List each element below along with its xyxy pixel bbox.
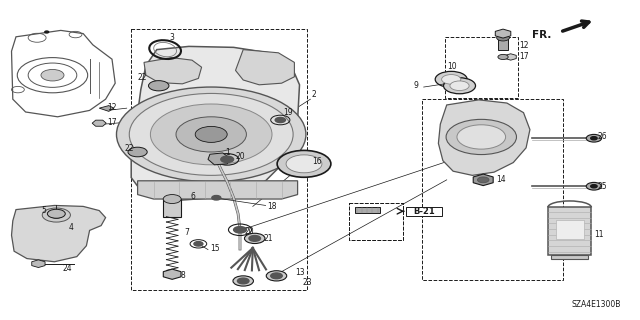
Circle shape — [221, 156, 234, 163]
Circle shape — [195, 126, 227, 142]
Circle shape — [150, 104, 272, 165]
Text: 16: 16 — [312, 157, 322, 166]
Circle shape — [442, 75, 461, 84]
Bar — [131, 29, 307, 290]
Text: 15: 15 — [210, 244, 220, 253]
Text: 24: 24 — [63, 264, 72, 273]
Text: 3: 3 — [170, 33, 175, 42]
Text: 19: 19 — [283, 108, 292, 117]
Circle shape — [116, 87, 306, 182]
Circle shape — [450, 81, 469, 91]
Bar — [355, 207, 380, 213]
Circle shape — [233, 276, 253, 286]
Text: 23: 23 — [302, 278, 312, 287]
Circle shape — [586, 182, 602, 190]
Polygon shape — [99, 106, 114, 111]
Text: 26: 26 — [598, 132, 607, 141]
Text: 5: 5 — [42, 206, 47, 215]
Bar — [422, 99, 563, 280]
Bar — [551, 255, 588, 259]
Text: 22: 22 — [125, 144, 134, 153]
Circle shape — [435, 71, 467, 87]
Circle shape — [176, 117, 246, 152]
Text: 22: 22 — [138, 73, 147, 82]
Text: FR.: FR. — [532, 30, 552, 40]
Circle shape — [591, 185, 597, 188]
Text: 12: 12 — [108, 103, 117, 112]
Circle shape — [234, 227, 246, 233]
Polygon shape — [236, 50, 294, 85]
Polygon shape — [144, 58, 202, 84]
Circle shape — [50, 212, 63, 218]
Circle shape — [45, 31, 49, 33]
Polygon shape — [138, 181, 298, 199]
Circle shape — [129, 93, 293, 175]
Circle shape — [277, 150, 331, 177]
Bar — [349, 203, 403, 240]
Circle shape — [591, 137, 597, 140]
Circle shape — [586, 134, 602, 142]
Circle shape — [249, 236, 260, 241]
Bar — [498, 38, 508, 50]
Text: 8: 8 — [180, 271, 185, 280]
Text: 17: 17 — [520, 52, 529, 61]
Polygon shape — [208, 153, 230, 165]
Circle shape — [498, 54, 508, 60]
Text: 25: 25 — [598, 182, 607, 191]
Text: 20: 20 — [236, 152, 245, 161]
Polygon shape — [438, 100, 530, 175]
Text: B-21: B-21 — [413, 207, 435, 216]
Circle shape — [457, 125, 506, 149]
Text: 11: 11 — [594, 230, 604, 239]
Circle shape — [286, 155, 322, 173]
Text: 4: 4 — [69, 223, 74, 232]
Circle shape — [128, 147, 147, 157]
Circle shape — [47, 209, 65, 218]
Circle shape — [271, 273, 282, 279]
Circle shape — [266, 271, 287, 281]
Bar — [349, 203, 403, 240]
Polygon shape — [131, 46, 300, 200]
Text: 10: 10 — [447, 62, 456, 71]
Circle shape — [148, 81, 169, 91]
Text: 21: 21 — [264, 234, 273, 243]
Text: 9: 9 — [413, 81, 419, 90]
Circle shape — [194, 242, 203, 246]
Bar — [548, 207, 591, 255]
Circle shape — [446, 119, 516, 155]
FancyBboxPatch shape — [406, 207, 442, 216]
Circle shape — [212, 196, 221, 200]
Text: 20: 20 — [244, 227, 254, 236]
Text: 6: 6 — [191, 192, 196, 201]
Text: 14: 14 — [496, 175, 506, 184]
Text: 2: 2 — [312, 90, 316, 99]
Polygon shape — [12, 205, 106, 262]
Circle shape — [497, 35, 509, 41]
Text: 17: 17 — [108, 118, 117, 127]
Circle shape — [163, 195, 181, 204]
Text: 18: 18 — [268, 202, 277, 211]
Circle shape — [244, 233, 265, 244]
Text: 12: 12 — [520, 41, 529, 50]
Text: 7: 7 — [184, 228, 189, 237]
Circle shape — [477, 177, 489, 183]
Bar — [163, 199, 181, 217]
Circle shape — [41, 69, 64, 81]
Text: SZA4E1300B: SZA4E1300B — [572, 300, 621, 309]
Circle shape — [237, 278, 249, 284]
Circle shape — [444, 78, 476, 94]
Bar — [445, 37, 518, 98]
Bar — [556, 220, 584, 239]
Text: 13: 13 — [296, 268, 305, 277]
Circle shape — [42, 208, 70, 222]
Circle shape — [275, 117, 285, 123]
Text: 1: 1 — [225, 148, 230, 157]
